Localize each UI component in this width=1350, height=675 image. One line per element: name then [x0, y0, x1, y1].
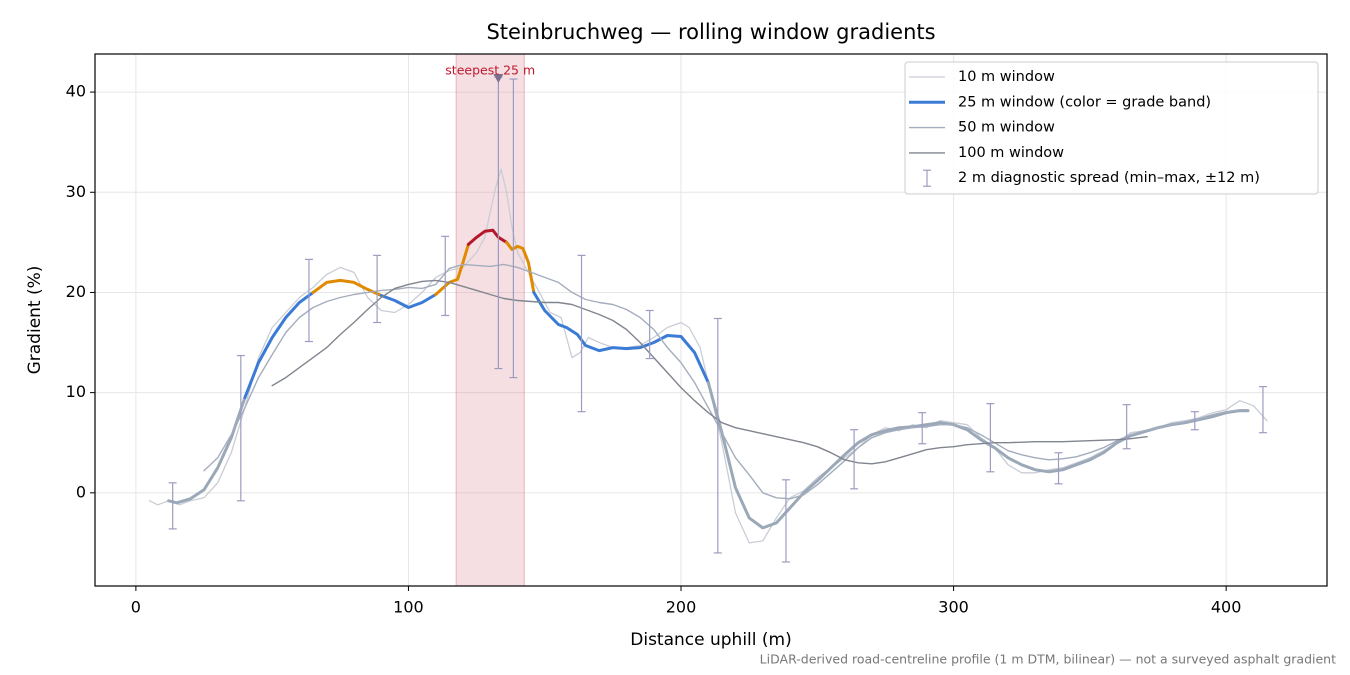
x-tick-label: 100	[393, 598, 424, 617]
series-line	[203, 263, 1249, 500]
y-tick-label: 20	[66, 282, 86, 301]
series-line	[532, 290, 710, 385]
legend-label: 25 m window (color = grade band)	[958, 94, 1211, 110]
legend-label: 10 m window	[958, 69, 1055, 85]
y-axis-label: Gradient (%)	[25, 266, 45, 375]
x-tick-label: 400	[1211, 598, 1242, 617]
series-line	[243, 290, 315, 400]
steepest-marker	[493, 74, 504, 84]
x-axis-label: Distance uphill (m)	[630, 630, 791, 650]
legend: 10 m window 25 m window (color = grade ba…	[904, 61, 1319, 195]
legend-label: 2 m diagnostic spread (min–max, ±12 m)	[958, 170, 1260, 186]
plot-area	[148, 54, 1268, 586]
series-line	[379, 293, 438, 309]
series-line	[466, 228, 509, 246]
y-tick-label: 30	[66, 182, 86, 201]
series-line	[167, 396, 247, 505]
axes-frame	[94, 53, 1328, 587]
y-tick-label: 40	[66, 82, 86, 101]
legend-label: 100 m window	[958, 145, 1064, 161]
ticks: 0 100 200 300 400 0 10 20 30 40 steepest 25 m	[66, 63, 1242, 617]
x-tick-label: 200	[666, 598, 697, 617]
x-tick-label: 300	[938, 598, 969, 617]
y-tick-label: 0	[76, 482, 86, 501]
highlight-label: steepest 25 m	[445, 63, 535, 78]
legend-box	[904, 61, 1319, 195]
y-tick-label: 10	[66, 382, 86, 401]
footnote: LiDAR-derived road-centreline profile (1…	[760, 652, 1336, 667]
chart-title: Steinbruchweg — rolling window gradients	[486, 20, 935, 44]
x-tick-label: 0	[131, 598, 141, 617]
series-line	[148, 168, 1268, 544]
series-line	[505, 240, 536, 294]
legend-label: 50 m window	[958, 120, 1055, 136]
highlight-span	[455, 54, 525, 586]
series-line	[271, 279, 1148, 465]
series-line	[311, 278, 383, 297]
